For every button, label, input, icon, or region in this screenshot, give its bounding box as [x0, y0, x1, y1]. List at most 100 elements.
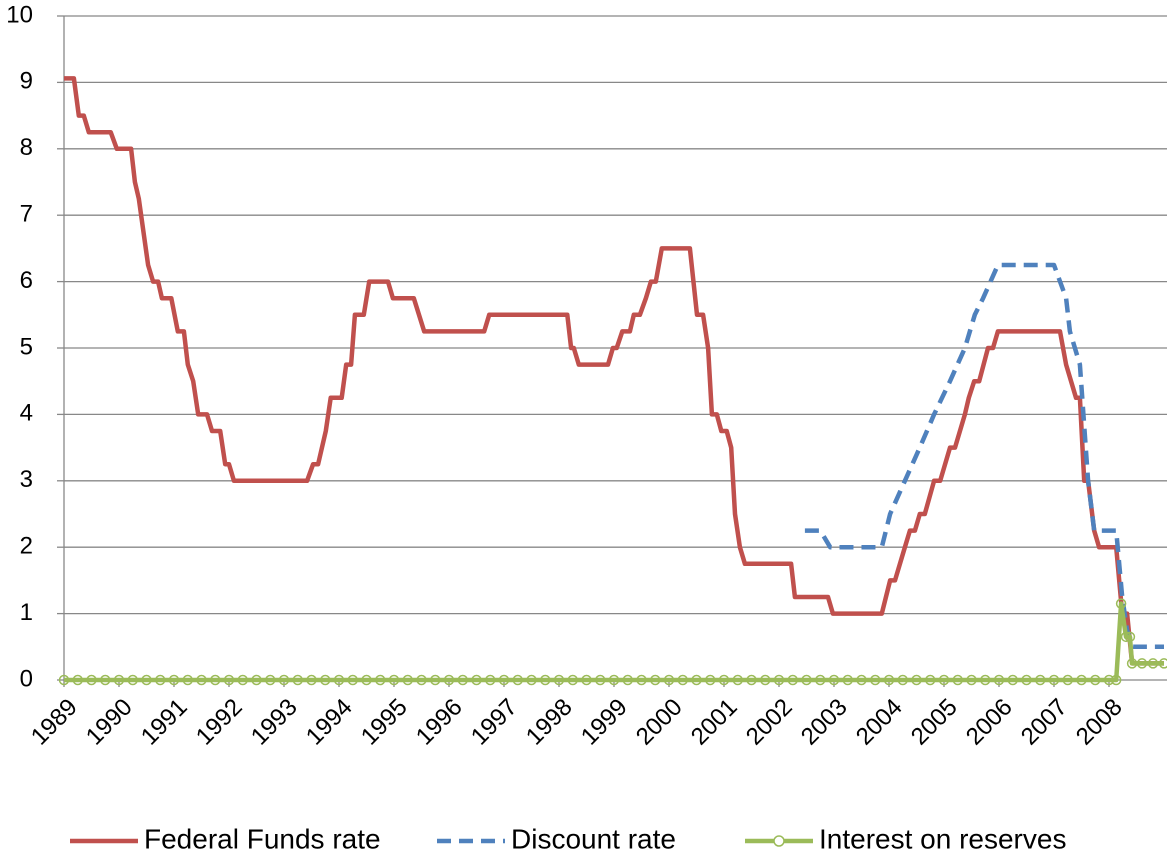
data-point [1110, 674, 1122, 686]
legend-label: Interest on reserves [819, 823, 1066, 854]
data-point [883, 674, 895, 686]
data-point [457, 674, 468, 686]
data-point [237, 674, 248, 686]
data-point [760, 674, 771, 686]
x-tick-label: 2007 [1016, 694, 1073, 751]
data-point [1115, 598, 1127, 609]
data-point [1147, 658, 1159, 669]
data-point [251, 674, 262, 686]
data-point [402, 674, 413, 686]
y-tick-label: 9 [20, 68, 33, 95]
data-point [787, 674, 798, 686]
data-point [512, 674, 523, 686]
data-point [1158, 658, 1167, 669]
data-point [127, 674, 138, 686]
data-point [333, 674, 345, 686]
data-point [980, 674, 991, 686]
legend: Federal Funds rate Discount rate Interest … [70, 823, 1066, 854]
legend-label: Federal Funds rate [144, 823, 381, 854]
data-point [567, 674, 578, 686]
data-point [375, 674, 386, 686]
x-tick-label: 2006 [961, 694, 1018, 751]
data-point [1048, 674, 1060, 686]
data-point [650, 674, 661, 686]
y-tick-label: 6 [20, 267, 33, 294]
x-tick-label: 1989 [26, 694, 83, 751]
y-tick-label: 10 [6, 1, 33, 28]
data-point [897, 674, 908, 686]
data-point [636, 674, 647, 686]
data-point [705, 674, 716, 686]
x-tick-label: 1991 [136, 694, 193, 751]
data-point [210, 674, 221, 686]
data-point [113, 674, 125, 686]
x-tick-label: 2001 [686, 694, 743, 751]
data-point [196, 674, 207, 686]
data-point [168, 674, 180, 686]
data-point [292, 674, 303, 686]
data-point [1120, 631, 1132, 643]
data-point [966, 674, 977, 686]
data-point [416, 674, 427, 686]
data-point [691, 674, 702, 686]
x-tick-label: 1995 [356, 694, 413, 751]
data-point [1124, 631, 1136, 643]
legend-label: Discount rate [511, 823, 676, 854]
data-point [856, 674, 867, 686]
data-point [540, 674, 551, 686]
data-point [141, 674, 152, 686]
y-tick-label: 2 [20, 533, 33, 560]
data-point [952, 674, 963, 686]
data-point [320, 674, 331, 686]
data-point [925, 674, 936, 686]
data-line [804, 262, 1164, 650]
y-tick-label: 8 [20, 134, 33, 161]
data-point [553, 674, 565, 686]
data-point [347, 674, 358, 686]
data-point [100, 674, 111, 686]
x-tick-label: 2004 [851, 694, 908, 751]
x-tick-label: 2008 [1071, 694, 1128, 751]
data-point [86, 674, 97, 686]
data-point [306, 674, 317, 686]
data-point [608, 674, 620, 686]
x-tick-label: 2003 [796, 694, 853, 751]
data-line [64, 76, 1164, 666]
data-point [773, 674, 785, 686]
data-point [870, 674, 881, 686]
x-tick-label: 2000 [631, 694, 688, 751]
y-tick-label: 0 [20, 665, 33, 692]
x-tick-label: 1996 [411, 694, 468, 751]
data-point [911, 674, 922, 686]
x-tick-label: 1998 [521, 694, 578, 751]
data-point [361, 674, 372, 686]
data-point [1021, 674, 1032, 686]
data-point [993, 674, 1005, 686]
x-tick-label: 1990 [81, 694, 138, 751]
data-point [842, 674, 853, 686]
data-point [182, 674, 193, 686]
data-line [64, 601, 1164, 683]
y-tick-label: 1 [20, 599, 33, 626]
data-point [622, 674, 633, 686]
data-point [526, 674, 537, 686]
data-point [581, 674, 592, 686]
data-point [801, 674, 812, 686]
data-point [732, 674, 743, 686]
y-tick-label: 5 [20, 333, 33, 360]
data-point [1062, 674, 1073, 686]
data-point [471, 674, 482, 686]
data-point [663, 674, 675, 686]
data-point [815, 674, 826, 686]
data-point [1126, 658, 1138, 669]
x-tick-label: 1999 [576, 694, 633, 751]
data-point [155, 674, 166, 686]
data-point [430, 674, 441, 686]
x-tick-label: 1994 [301, 694, 358, 751]
y-tick-label: 4 [20, 400, 33, 427]
data-point [388, 674, 400, 686]
x-tick-label: 2005 [906, 694, 963, 751]
y-tick-label: 3 [20, 466, 33, 493]
data-point [265, 674, 276, 686]
